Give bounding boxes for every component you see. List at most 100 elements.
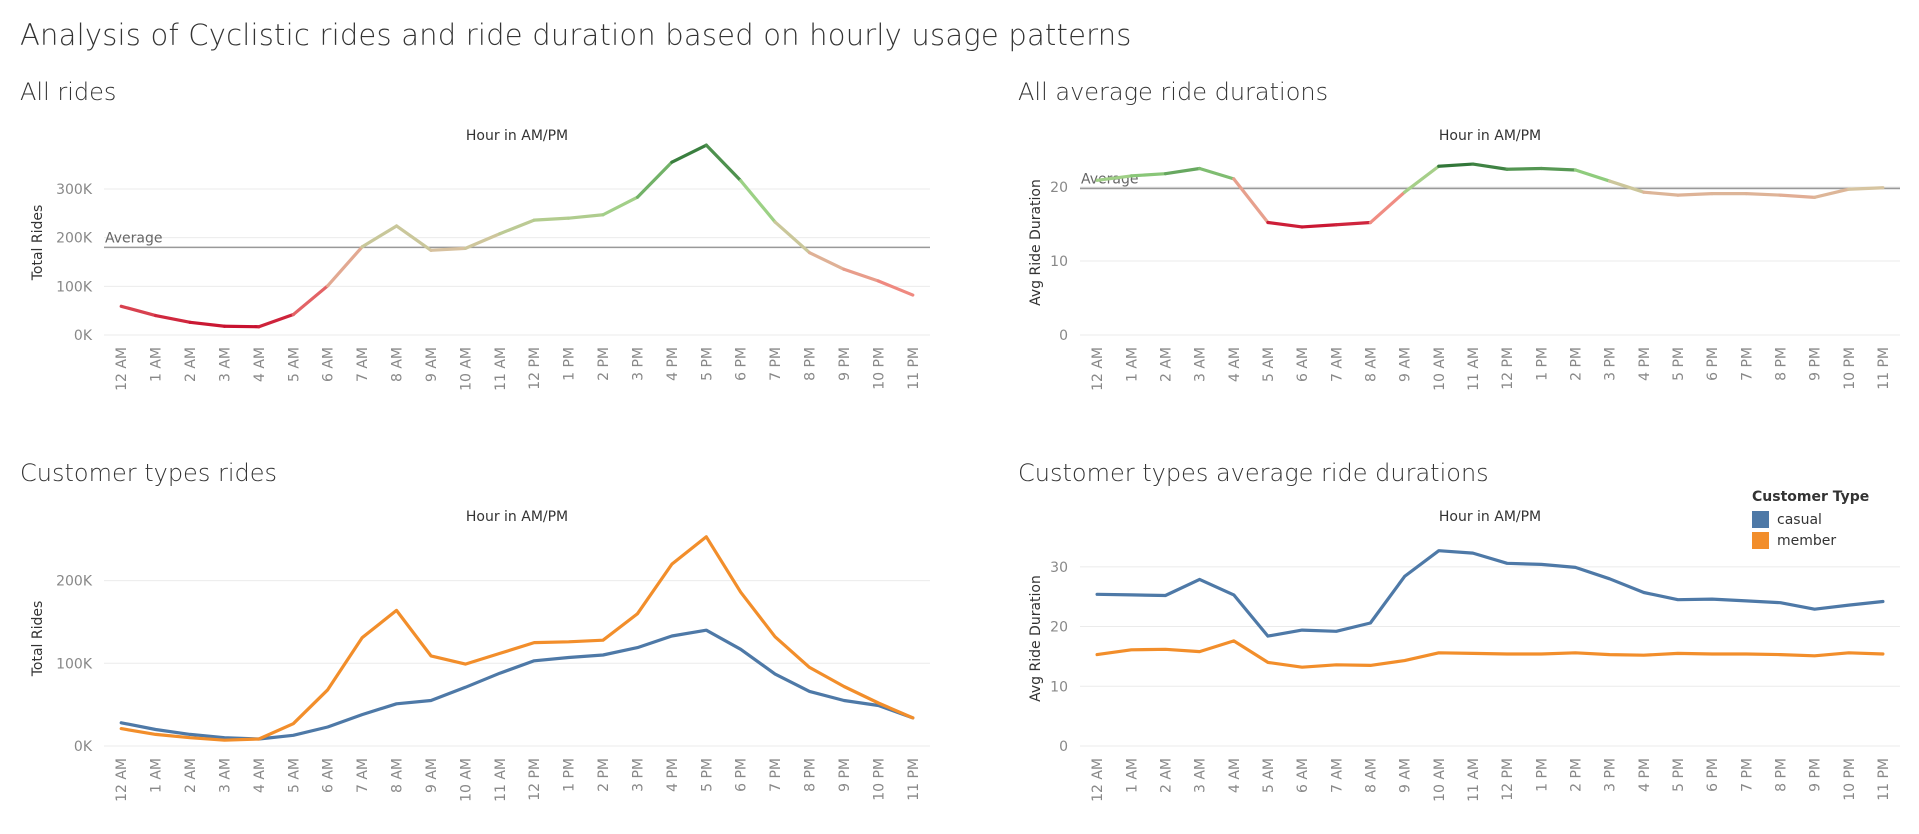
average-label: Average (105, 230, 163, 246)
line-segment[interactable] (1744, 192, 1783, 197)
line-segment[interactable] (1778, 193, 1817, 199)
line-segment[interactable] (670, 143, 708, 164)
customer-types-rides-chart[interactable]: Hour in AM/PM Total Rides 0K 100K 200K 12 AM 1… (0, 0, 960, 834)
line-segment[interactable] (1607, 179, 1646, 194)
x-tick-label: 2 AM (1158, 347, 1174, 382)
x-tick-label: 9 PM (1808, 758, 1824, 792)
x-tick-label: 2 AM (1158, 758, 1174, 793)
line-segment[interactable] (704, 143, 743, 183)
line-segment[interactable] (326, 245, 364, 288)
x-tick-label: 11 PM (906, 347, 922, 390)
x-tick-label: 2 AM (183, 758, 199, 793)
line-segment[interactable] (807, 251, 846, 271)
line-segment[interactable] (1334, 220, 1373, 227)
line-segment[interactable] (1437, 162, 1475, 168)
legend-item-casual[interactable]: casual (1752, 509, 1869, 530)
line-segment[interactable] (463, 232, 502, 250)
line-segment[interactable] (1642, 190, 1680, 197)
line-segment[interactable] (1163, 166, 1202, 176)
x-tick-label: 1 PM (562, 758, 578, 792)
line-segment[interactable] (1266, 220, 1304, 229)
y-tick-label: 0K (74, 739, 93, 755)
line-segment[interactable] (532, 216, 571, 222)
line-segment[interactable] (1402, 164, 1441, 194)
x-tick-label: 11 PM (1876, 758, 1892, 801)
line-segment[interactable] (635, 160, 674, 199)
x-tick-label: 9 PM (837, 347, 853, 381)
line-segment[interactable] (1197, 166, 1236, 181)
x-tick-label: 10 AM (458, 758, 474, 802)
line-segment[interactable] (1676, 192, 1714, 197)
x-tick-label: 8 PM (1773, 758, 1789, 792)
x-tick-label: 6 PM (1705, 758, 1721, 792)
line-segment[interactable] (1573, 168, 1612, 183)
line-segment[interactable] (119, 304, 158, 318)
x-tick-label: 1 AM (149, 758, 165, 793)
legend-title: Customer Type (1752, 489, 1870, 505)
line-segment[interactable] (498, 218, 536, 236)
line-segment[interactable] (154, 313, 192, 324)
x-tick-label: 12 PM (527, 758, 543, 801)
x-tick-label: 7 PM (768, 758, 784, 792)
line-segment[interactable] (291, 284, 330, 317)
x-tick-label: 9 PM (837, 758, 853, 792)
x-tick-label: 6 AM (1295, 758, 1311, 793)
x-tick-label: 1 AM (149, 347, 165, 382)
line-segment[interactable] (1812, 187, 1851, 199)
x-tick-label: 8 PM (803, 758, 819, 792)
panel-title-customer-types-rides: Customer types rides (20, 459, 277, 487)
line-segment[interactable] (394, 224, 433, 252)
line-segment[interactable] (1847, 186, 1885, 191)
line-segment[interactable] (1539, 166, 1578, 172)
line-segment[interactable] (1129, 172, 1168, 178)
x-tick-label: 11 PM (906, 758, 922, 801)
legend-item-member[interactable]: member (1752, 530, 1869, 551)
x-tick-label: 10 PM (871, 347, 887, 390)
series-line-member[interactable] (119, 535, 915, 742)
x-tick-label: 11 PM (1876, 347, 1892, 390)
x-tick-label: 10 PM (1842, 758, 1858, 801)
x-tick-label: 1 PM (562, 347, 578, 381)
series-line-member[interactable] (1095, 639, 1885, 669)
dashboard-title: Analysis of Cyclistic rides and ride dur… (20, 18, 1132, 52)
x-tick-label: 5 PM (699, 347, 715, 381)
all-rides-chart[interactable]: Hour in AM/PM Total Rides 0K 100K 200K 300K 12… (0, 0, 960, 420)
y-axis-title: Avg Ride Duration (1028, 575, 1044, 702)
line-segment[interactable] (429, 246, 467, 252)
x-tick-label: 12 PM (527, 347, 543, 390)
x-tick-label: 7 PM (1739, 758, 1755, 792)
x-tick-label: 8 AM (1363, 347, 1379, 382)
x-tick-label: 3 PM (630, 347, 646, 381)
x-axis-title: Hour in AM/PM (1439, 128, 1541, 144)
all-avg-durations-chart[interactable]: Hour in AM/PM Avg Ride Duration 0 10 20 12 AM… (0, 0, 1919, 420)
line-segment[interactable] (1232, 177, 1270, 225)
line-segment[interactable] (257, 312, 295, 329)
y-tick-label: 20 (1050, 180, 1068, 196)
line-segment[interactable] (876, 279, 915, 297)
y-tick-label: 10 (1050, 254, 1068, 270)
line-segment[interactable] (1471, 162, 1509, 171)
legend-swatch-member (1752, 532, 1769, 549)
x-tick-label: 3 PM (1603, 347, 1619, 381)
line-segment[interactable] (1368, 190, 1407, 225)
line-segment[interactable] (601, 195, 640, 217)
line-segment[interactable] (773, 220, 812, 255)
line-segment[interactable] (739, 179, 777, 224)
x-tick-label: 1 PM (1534, 347, 1550, 381)
line-segment[interactable] (1095, 174, 1133, 182)
x-tick-label: 9 AM (424, 758, 440, 793)
x-tick-label: 11 AM (493, 347, 509, 391)
line-segment[interactable] (360, 224, 399, 249)
y-tick-label: 30 (1050, 560, 1068, 576)
line-segment[interactable] (1300, 223, 1338, 229)
series-line-casual[interactable] (1095, 549, 1885, 638)
x-tick-label: 2 AM (183, 347, 199, 382)
x-tick-label: 12 AM (1090, 758, 1106, 802)
line-segment[interactable] (842, 267, 880, 283)
line-segment[interactable] (1505, 166, 1543, 171)
x-tick-label: 7 AM (355, 347, 371, 382)
line-segment[interactable] (567, 213, 605, 220)
line-segment[interactable] (188, 320, 227, 328)
y-tick-label: 100K (56, 656, 93, 672)
